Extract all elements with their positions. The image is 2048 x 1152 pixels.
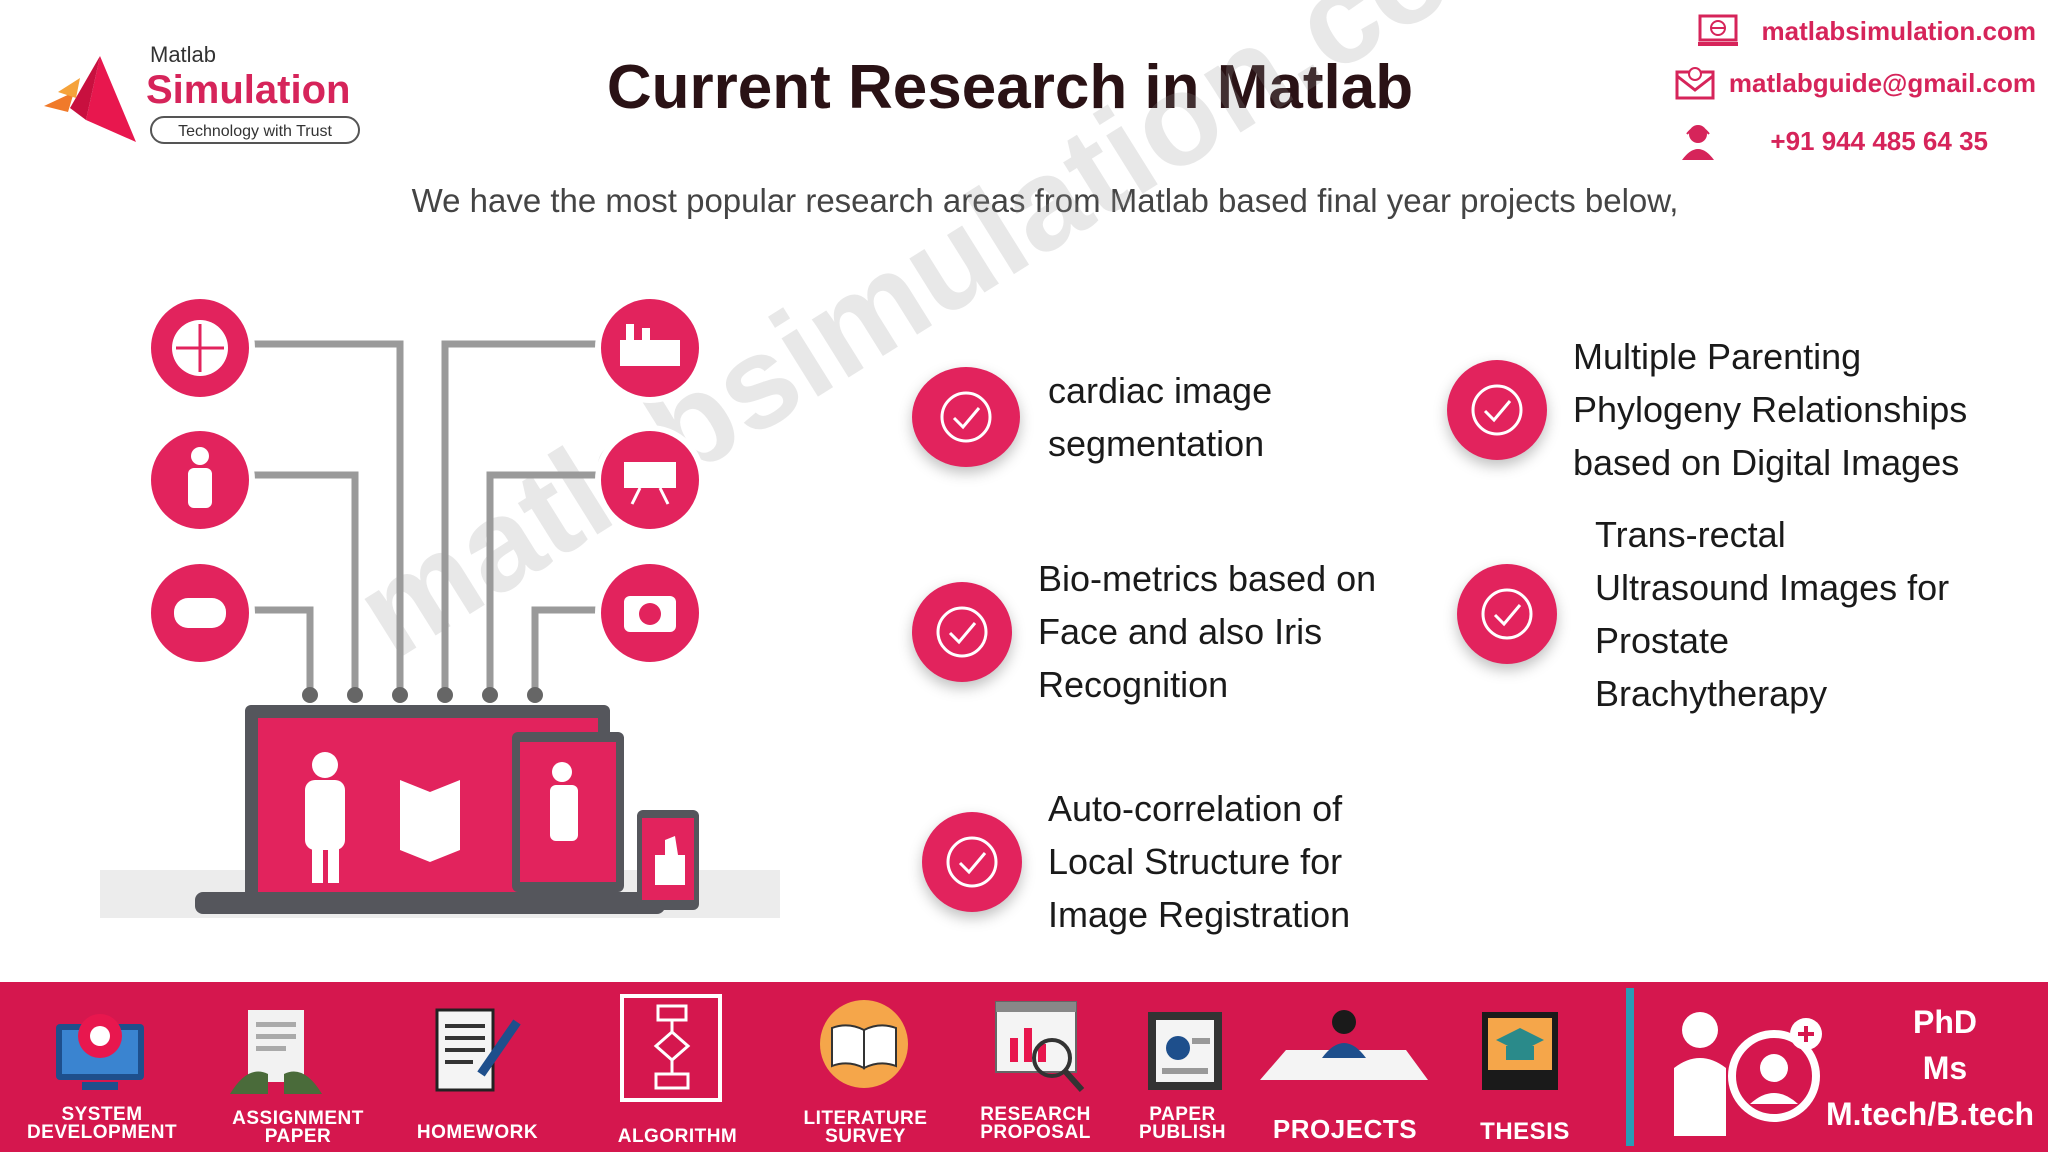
check-circle-icon: [912, 367, 1020, 467]
contact-phone[interactable]: +91 944 485 64 35: [1676, 116, 1988, 166]
graduate-person-icon: [1674, 1012, 1822, 1136]
check-circle-icon: [1447, 359, 1547, 460]
research-item-3: Auto-correlation of Local Structure for …: [922, 782, 1350, 941]
footer-label-assignment-paper: ASSIGNMENT PAPER: [232, 1108, 364, 1147]
footer-label-literature-survey: LITERATURE SURVEY: [803, 1108, 928, 1147]
page-subtitle: We have the most popular research areas …: [411, 182, 1679, 219]
page-title: Current Research in Matlab: [606, 53, 1414, 122]
research-item-5: Trans-rectal Ultrasound Images for Prost…: [1457, 508, 1949, 720]
contact-website[interactable]: matlabsimulation.com: [1696, 6, 2037, 56]
mail-icon: [1675, 67, 1715, 100]
logo-mark-icon: [44, 56, 136, 142]
research-item-text: Auto-correlation of Local Structure for …: [1048, 788, 1351, 935]
email-text: matlabguide@gmail.com: [1728, 67, 2036, 98]
footer-label-thesis: THESIS: [1480, 1118, 1570, 1145]
footer-label-system-development: SYSTEM DEVELOPMENT: [26, 1104, 178, 1143]
projects-desk-icon: [1260, 1010, 1428, 1080]
footer-label-homework: HOMEWORK: [416, 1122, 539, 1143]
research-item-text: Trans-rectal Ultrasound Images for Prost…: [1595, 514, 1950, 714]
degree-mtech-btech: M.tech/B.tech: [1825, 1096, 2035, 1132]
footer-label-algorithm: ALGORITHM: [617, 1126, 738, 1147]
homework-icon: [435, 1008, 521, 1092]
research-chart-icon: [995, 1001, 1085, 1093]
research-item-text: cardiac image segmentation: [1048, 370, 1273, 464]
research-item-2: Bio-metrics based on Face and also Iris …: [912, 552, 1376, 711]
monitor-gear-icon: [56, 1014, 144, 1090]
research-illustration: [100, 293, 780, 918]
graduation-cap-icon: [1482, 1012, 1558, 1090]
brand-logo[interactable]: Matlab Simulation Technology with Trust: [40, 40, 380, 150]
footer-label-projects: PROJECTS: [1272, 1114, 1418, 1144]
degree-phd: PhD: [1913, 1004, 1977, 1040]
contact-email[interactable]: matlabguide@gmail.com: [1673, 58, 2036, 108]
services-footer: SYSTEM DEVELOPMENT ASSIGNMENT PAPER HOME…: [0, 982, 2048, 1152]
check-circle-icon: [1457, 564, 1557, 664]
check-circle-icon: [912, 581, 1012, 682]
degree-ms: Ms: [1922, 1050, 1968, 1086]
research-item-4: Multiple Parenting Phylogeny Relationshi…: [1447, 330, 1967, 489]
degrees-panel: PhD Ms M.tech/B.tech: [1620, 982, 2048, 1152]
logo-tagline: Technology with Trust: [150, 116, 360, 144]
research-item-1: cardiac image segmentation: [912, 364, 1272, 470]
footer-label-research-proposal: RESEARCH PROPOSAL: [980, 1104, 1091, 1143]
research-item-text: Multiple Parenting Phylogeny Relationshi…: [1573, 336, 1968, 483]
check-circle-icon: [922, 811, 1022, 912]
assignment-paper-icon: [230, 1010, 322, 1094]
support-person-icon: [1682, 125, 1715, 160]
website-text: matlabsimulation.com: [1761, 15, 2037, 46]
paper-publish-icon: [1148, 1012, 1222, 1090]
open-book-icon: [820, 1000, 908, 1088]
phone-text: +91 944 485 64 35: [1770, 125, 1988, 156]
logo-text-small: Matlab: [150, 42, 217, 67]
footer-label-paper-publish: PAPER PUBLISH: [1139, 1104, 1226, 1143]
logo-text-big: Simulation: [146, 68, 351, 112]
divider: [1626, 988, 1634, 1146]
globe-monitor-icon: [1697, 14, 1738, 46]
research-item-text: Bio-metrics based on Face and also Iris …: [1038, 558, 1377, 705]
flowchart-icon: [620, 994, 722, 1102]
